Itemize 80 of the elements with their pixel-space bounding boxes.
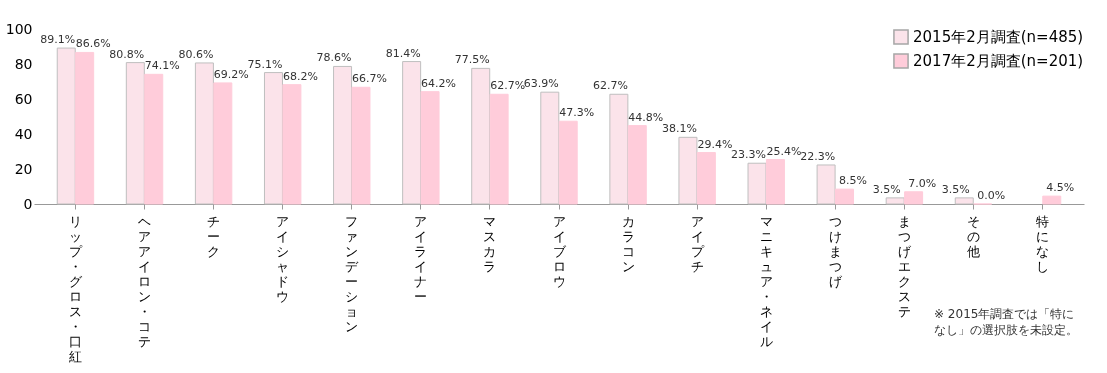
data-label: 80.6% <box>178 47 214 61</box>
data-label: 25.4% <box>766 144 802 158</box>
category-label: リップ・グロス・口紅 <box>68 213 82 364</box>
data-label: 62.7% <box>592 79 628 93</box>
data-label: 81.4% <box>385 46 421 60</box>
bar <box>816 164 836 205</box>
data-label: 68.2% <box>282 69 318 83</box>
data-label: 0.0% <box>977 189 1006 202</box>
bar <box>333 65 353 205</box>
x-tick-label: アイシャドウ <box>276 213 290 304</box>
text: ※ 2015年調査では「特になし」の選択肢を未設定。 <box>934 307 1078 337</box>
y-tick-label: 80 <box>14 55 33 72</box>
data-label: 86.6% <box>75 37 111 51</box>
data-label: 47.3% <box>559 106 595 120</box>
legend-label: 2017年2月調査(n=201) <box>913 52 1084 70</box>
bar <box>144 73 164 205</box>
bar <box>489 93 509 205</box>
bar <box>194 62 214 205</box>
bar <box>609 93 629 205</box>
data-label: 22.3% <box>800 149 836 163</box>
bar <box>75 51 95 205</box>
category-label: マニキュア・ネイル <box>759 213 773 349</box>
data-label: 4.5% <box>1046 181 1075 195</box>
data-label: 38.1% <box>661 122 697 136</box>
x-tick-label: アイブロウ <box>552 213 567 289</box>
data-label: 3.5% <box>941 182 970 196</box>
x-tick-label: まつげエクステ <box>897 213 912 319</box>
bar <box>627 125 647 205</box>
x-tick-label: アイライナー <box>414 213 428 304</box>
y-tick-label: 0 <box>23 195 33 212</box>
x-tick-label: チーク <box>207 213 221 259</box>
bar <box>125 62 145 205</box>
bar <box>402 61 422 205</box>
bar <box>558 120 578 205</box>
data-label: 44.8% <box>628 110 664 124</box>
category-label: ヘアアイロン・コテ <box>138 213 152 349</box>
bar <box>954 197 974 205</box>
bar <box>282 84 302 205</box>
bar <box>747 162 767 205</box>
data-label: 77.5% <box>454 53 490 67</box>
x-tick-label: つけまつげ <box>828 213 843 289</box>
y-tick-label: 60 <box>14 90 33 107</box>
bar <box>1042 195 1062 205</box>
data-label: 74.1% <box>144 59 180 73</box>
bar <box>765 159 785 205</box>
data-label: 75.1% <box>247 57 283 71</box>
data-label: 80.8% <box>109 47 145 61</box>
data-label: 8.5% <box>839 174 867 188</box>
bar <box>351 86 371 205</box>
y-tick-label: 100 <box>5 20 33 37</box>
bar <box>904 191 924 205</box>
data-label: 78.6% <box>316 51 352 65</box>
bar <box>885 197 905 205</box>
data-label: 69.2% <box>213 67 249 81</box>
y-tick-label: 40 <box>14 125 33 142</box>
data-label: 66.7% <box>352 72 387 86</box>
x-tick-label: マスカラ <box>483 213 497 274</box>
x-tick-label: アイプチ <box>690 213 705 274</box>
x-tick-label: カラコン <box>621 213 635 274</box>
x-tick-label: ファンデーション <box>345 213 360 334</box>
x-tick-label: 特になし <box>1036 213 1050 274</box>
bar <box>471 67 491 205</box>
data-label: 23.3% <box>731 148 766 162</box>
data-label: 89.1% <box>40 33 76 47</box>
x-tick-label: その他 <box>966 213 980 259</box>
data-label: 7.0% <box>908 176 937 190</box>
legend-label: 2015年2月調査(n=485) <box>913 28 1084 46</box>
bar <box>835 188 855 205</box>
y-tick-label: 20 <box>14 160 33 177</box>
bar <box>56 47 76 205</box>
data-label: 29.4% <box>697 137 733 151</box>
data-label: 3.5% <box>872 182 901 196</box>
data-label: 62.7% <box>490 79 526 93</box>
bar <box>696 152 716 205</box>
bar <box>263 72 283 205</box>
bar <box>420 91 440 205</box>
bar <box>540 91 560 205</box>
bar <box>678 136 698 205</box>
data-label: 64.2% <box>421 76 457 90</box>
bar <box>213 82 233 205</box>
